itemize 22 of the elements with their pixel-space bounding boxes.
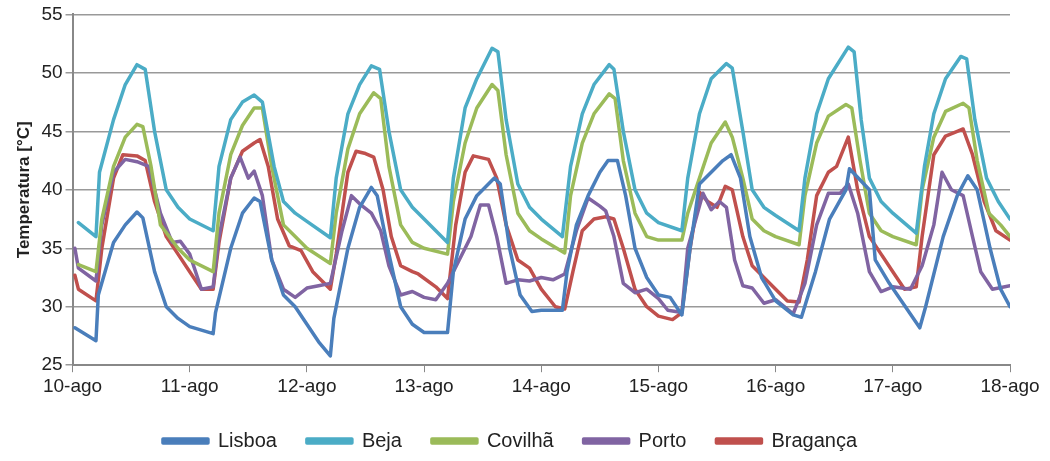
y-axis-title: Temperatura [°C]	[13, 121, 33, 259]
legend-label: Lisboa	[217, 428, 278, 451]
x-tick-label: 11-ago	[160, 374, 219, 396]
y-tick-label: 40	[41, 178, 63, 200]
x-tick-label: 12-ago	[277, 374, 337, 396]
x-tick-label: 17-ago	[863, 374, 923, 396]
x-tick-label: 15-ago	[628, 374, 689, 396]
y-tick-label: 45	[41, 119, 63, 141]
y-tick-label: 35	[41, 236, 63, 258]
y-tick-label: 30	[41, 294, 63, 316]
legend-label: Beja	[361, 428, 403, 451]
y-tick-label: 50	[41, 61, 63, 83]
x-tick-label: 16-ago	[746, 374, 806, 396]
legend-label: Porto	[638, 428, 687, 451]
legend-label: Bragança	[771, 428, 858, 451]
y-tick-label: 25	[41, 353, 63, 375]
x-tick-label: 13-ago	[394, 374, 454, 396]
x-tick-label: 10-ago	[42, 374, 103, 396]
legend-label: Covilhã	[486, 428, 555, 451]
x-tick-label: 18-ago	[980, 374, 1040, 396]
y-tick-label: 55	[41, 2, 63, 24]
x-tick-label: 14-ago	[511, 374, 571, 396]
